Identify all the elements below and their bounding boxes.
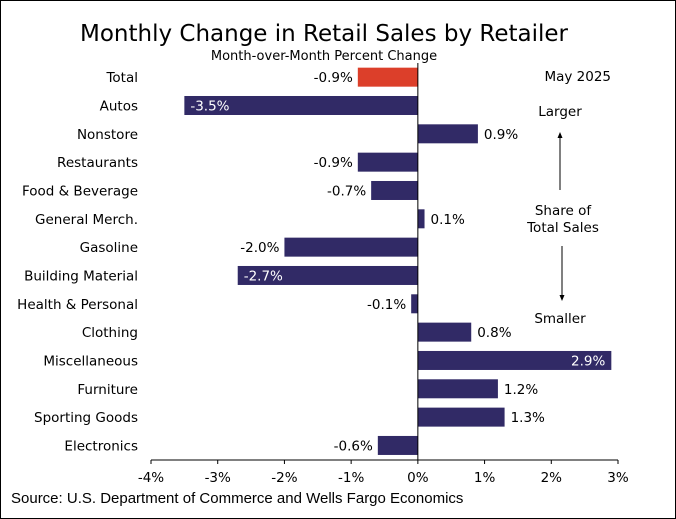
category-labels: Total Autos Nonstore Restaurants Food & Beve… xyxy=(17,70,138,454)
category-label: Food & Beverage xyxy=(22,183,138,199)
value-label: -3.5% xyxy=(190,98,229,114)
bars-group xyxy=(184,67,612,455)
category-label: General Merch. xyxy=(35,212,138,228)
value-label: -0.1% xyxy=(367,297,406,313)
chart-title: Monthly Change in Retail Sales by Retail… xyxy=(80,21,569,47)
x-axis-ticks: -4% -3% -2% -1% 0% 1% 2% 3% xyxy=(138,460,629,486)
x-tick-label: 2% xyxy=(541,470,563,486)
x-tick-label: -2% xyxy=(271,470,297,486)
category-label: Autos xyxy=(100,98,138,114)
category-label: Electronics xyxy=(64,438,138,454)
value-label: 2.9% xyxy=(571,353,605,369)
x-tick-label: 1% xyxy=(474,470,496,486)
value-label: 1.2% xyxy=(504,382,538,398)
annotation-smaller: Smaller xyxy=(534,311,586,327)
arrow-down-head-icon xyxy=(559,295,565,301)
bar-general-merch xyxy=(417,209,425,229)
bar-furniture xyxy=(417,379,498,399)
category-label: Sporting Goods xyxy=(34,410,138,426)
bar-restaurants xyxy=(357,152,418,172)
bar-autos xyxy=(184,95,418,115)
value-label: 0.8% xyxy=(477,325,511,341)
period-label: May 2025 xyxy=(544,69,611,85)
value-label: 0.9% xyxy=(484,127,518,143)
annotation-larger: Larger xyxy=(538,104,582,120)
bar-nonstore xyxy=(417,124,478,144)
bar-total xyxy=(357,67,418,87)
category-label: Gasoline xyxy=(80,240,138,256)
category-label: Building Material xyxy=(24,268,138,284)
value-label: 0.1% xyxy=(431,212,465,228)
category-label: Total xyxy=(105,70,138,86)
value-label: -0.9% xyxy=(314,155,353,171)
value-label: -2.0% xyxy=(240,240,279,256)
value-label: -0.6% xyxy=(334,438,373,454)
value-label: -0.9% xyxy=(314,70,353,86)
source-note: Source: U.S. Department of Commerce and … xyxy=(11,490,463,507)
category-label: Health & Personal xyxy=(17,297,138,313)
x-tick-label: -4% xyxy=(138,470,164,486)
x-tick-label: 3% xyxy=(607,470,629,486)
category-label: Furniture xyxy=(77,382,138,398)
bar-electronics xyxy=(377,435,418,455)
category-label: Restaurants xyxy=(57,155,138,171)
bar-gasoline xyxy=(284,237,418,257)
value-label: 1.3% xyxy=(511,410,545,426)
x-tick-label: 0% xyxy=(407,470,429,486)
bar-health-personal xyxy=(411,294,418,314)
category-label: Miscellaneous xyxy=(43,353,138,369)
value-label: -0.7% xyxy=(327,183,366,199)
bar-miscellaneous xyxy=(417,350,612,370)
bar-food-beverage xyxy=(371,180,418,200)
value-label: -2.7% xyxy=(244,268,283,284)
x-tick-label: -3% xyxy=(205,470,231,486)
annotation-share-line1: Share of xyxy=(535,203,593,219)
annotation-share-line2: Total Sales xyxy=(526,220,599,236)
bar-sporting-goods xyxy=(417,407,505,427)
category-label: Nonstore xyxy=(77,127,138,143)
value-labels: -0.9% -3.5% 0.9% -0.9% -0.7% 0.1% -2.0% -2.7% -0… xyxy=(190,70,605,454)
bar-clothing xyxy=(417,322,472,342)
chart-subtitle: Month-over-Month Percent Change xyxy=(211,49,437,64)
arrow-up-head-icon xyxy=(557,132,563,138)
bar-building-material xyxy=(237,265,418,285)
category-label: Clothing xyxy=(82,325,138,341)
x-tick-label: -1% xyxy=(338,470,364,486)
